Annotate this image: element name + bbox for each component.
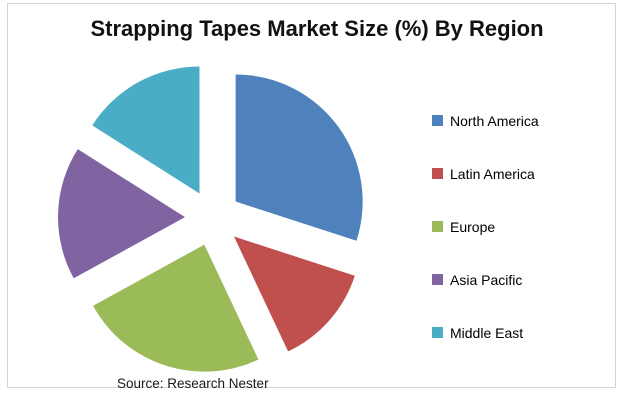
- chart-title: Strapping Tapes Market Size (%) By Regio…: [90, 16, 544, 41]
- legend-label: Europe: [450, 218, 496, 235]
- legend-label: Middle East: [450, 324, 524, 341]
- pie-slice-middle-east: [92, 66, 200, 194]
- pie-slices: [58, 66, 363, 372]
- legend-swatch: [432, 168, 443, 179]
- legend-label: Latin America: [450, 165, 535, 182]
- pie-slice-asia-pacific: [58, 149, 186, 279]
- source-note: Source: Research Nester: [117, 376, 269, 391]
- legend-item-north-america: North America: [432, 94, 539, 147]
- legend-item-asia-pacific: Asia Pacific: [432, 253, 539, 306]
- legend-item-europe: Europe: [432, 200, 539, 253]
- pie-slice-latin-america: [234, 236, 355, 352]
- legend: North America Latin America Europe Asia Pac…: [432, 94, 539, 359]
- legend-item-middle-east: Middle East: [432, 306, 539, 359]
- legend-swatch: [432, 221, 443, 232]
- pie-slice-north-america: [235, 74, 363, 241]
- legend-swatch: [432, 115, 443, 126]
- legend-label: Asia Pacific: [450, 271, 523, 288]
- legend-swatch: [432, 327, 443, 338]
- legend-label: North America: [450, 112, 539, 129]
- legend-item-latin-america: Latin America: [432, 147, 539, 200]
- pie-slice-europe: [93, 244, 259, 372]
- legend-swatch: [432, 274, 443, 285]
